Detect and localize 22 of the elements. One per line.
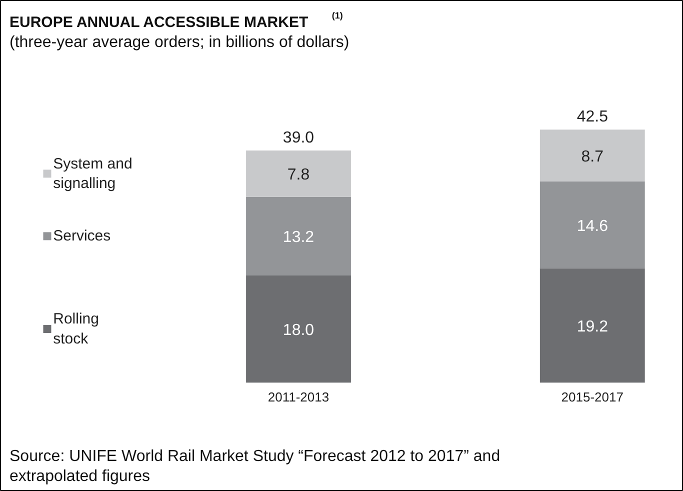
- bar: [246, 150, 351, 197]
- legend-label: System and signalling: [53, 155, 132, 192]
- data-label: 8.7: [581, 148, 604, 166]
- legend-label: Services: [53, 228, 111, 245]
- data-label: 18.0: [282, 322, 314, 340]
- data-label: 19.2: [576, 318, 608, 336]
- bar: [246, 196, 351, 276]
- total-label: 39.0: [282, 129, 314, 146]
- bar: [540, 181, 645, 268]
- data-label: 13.2: [282, 229, 314, 246]
- x-tick-label: 2011-2013: [268, 390, 330, 405]
- total-label: 42.5: [576, 108, 608, 126]
- source-note: Source: UNIFE World Rail Market Study “Forecast 2012 to 2017” and extrapolated figures: [10, 448, 500, 486]
- bar: [540, 268, 645, 383]
- data-label: 14.6: [576, 218, 608, 235]
- x-tick-label: 2015-2017: [561, 390, 624, 405]
- data-label: 7.8: [287, 166, 310, 184]
- chart-subtitle: (three-year average orders; in billions of dollars): [10, 34, 350, 51]
- bar: [246, 275, 351, 383]
- chart-title: EUROPE ANNUAL ACCESSIBLE MARKET(1): [10, 10, 343, 31]
- legend-label: Rolling stock: [53, 310, 99, 348]
- bar: [540, 130, 645, 182]
